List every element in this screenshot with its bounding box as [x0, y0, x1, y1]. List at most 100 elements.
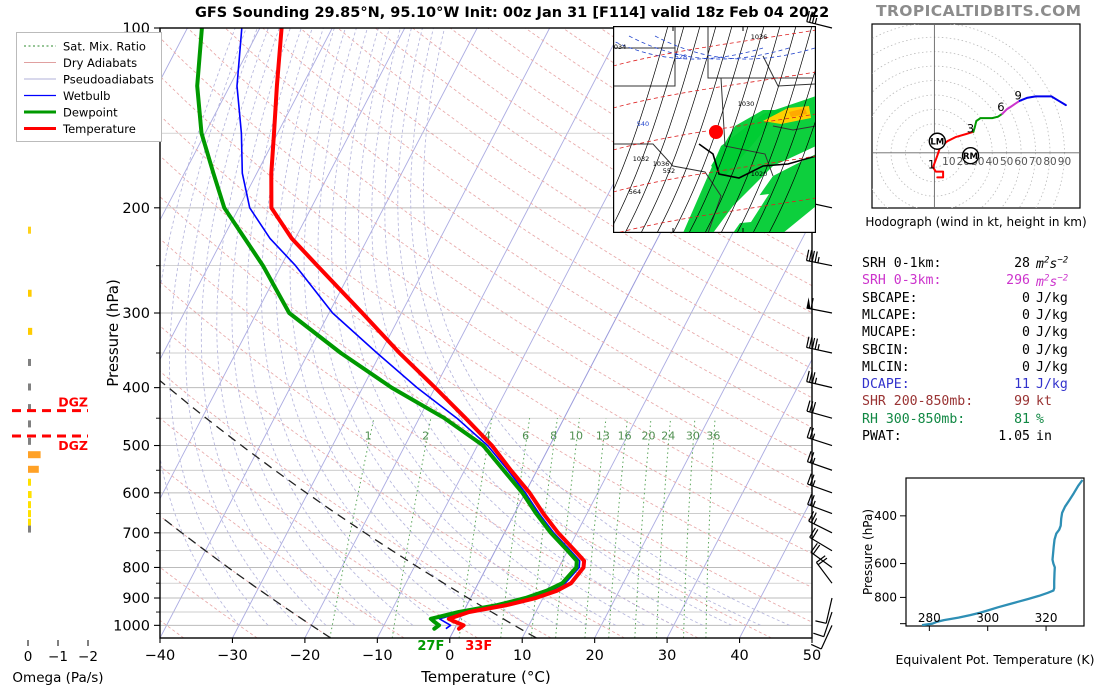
stat-row: SBCIN: 0 J/kg	[862, 343, 1094, 360]
sounding-location-marker	[709, 125, 723, 139]
stat-unit: m2s−2	[1036, 273, 1069, 290]
stat-unit: kt	[1036, 394, 1052, 410]
svg-text:80: 80	[1043, 156, 1056, 168]
theta-e-curve	[921, 479, 1084, 626]
legend-box: Sat. Mix. Ratio Dry Adiabats Pseudoadiabat…	[16, 32, 162, 142]
stat-value: 0	[1022, 290, 1030, 306]
svg-text:24: 24	[661, 430, 675, 443]
svg-text:1030: 1030	[738, 100, 755, 108]
svg-text:−2: −2	[78, 649, 98, 665]
stat-label: DCAPE:	[862, 377, 910, 393]
svg-text:3: 3	[967, 122, 974, 136]
hodograph-segment	[1001, 99, 1021, 115]
theta-e-panel: 280 300 320 400 600 800 Equivalent Pot. Temper…	[861, 477, 1095, 667]
omega-bar	[28, 491, 32, 499]
omega-bar	[28, 226, 31, 234]
svg-text:700: 700	[122, 526, 150, 542]
stat-value: 296	[1006, 273, 1030, 289]
svg-text:400: 400	[122, 381, 150, 397]
stat-label: RH 300-850mb:	[862, 411, 966, 427]
omega-bar	[28, 478, 31, 486]
svg-text:0: 0	[24, 649, 33, 665]
svg-text:1: 1	[365, 430, 372, 443]
stat-unit: J/kg	[1036, 359, 1068, 375]
svg-text:10: 10	[942, 156, 955, 168]
stat-label: SBCIN:	[862, 342, 910, 358]
stat-row: SBCAPE: 0 J/kg	[862, 291, 1094, 308]
omega-bar	[28, 404, 31, 412]
stat-row: MLCAPE: 0 J/kg	[862, 308, 1094, 325]
stat-row: SRH 0-1km: 28 m2s−2	[862, 256, 1094, 273]
stat-value: 81	[1014, 411, 1030, 427]
svg-text:6: 6	[997, 100, 1004, 114]
omega-bar	[28, 525, 31, 533]
svg-text:1032: 1032	[633, 155, 650, 163]
stat-row: SRH 0-3km: 296 m2s−2	[862, 273, 1094, 290]
svg-text:0: 0	[445, 648, 454, 664]
hodograph-panel: 10203040506070809012369LMRMHodograph (wi…	[865, 23, 1087, 229]
svg-text:9: 9	[1015, 88, 1022, 102]
stat-row: PWAT: 1.05 in	[862, 429, 1094, 446]
svg-text:50: 50	[1000, 156, 1013, 168]
svg-text:20: 20	[585, 648, 603, 664]
stat-unit: m2s−2	[1036, 256, 1069, 273]
svg-text:Dewpoint: Dewpoint	[63, 106, 118, 120]
svg-text:Pseudoadiabats: Pseudoadiabats	[63, 73, 154, 87]
svg-text:Wetbulb: Wetbulb	[63, 89, 110, 103]
svg-text:27F: 27F	[417, 639, 444, 654]
stat-label: PWAT:	[862, 429, 902, 444]
svg-text:8: 8	[550, 430, 557, 443]
svg-text:6: 6	[522, 430, 529, 443]
stat-label: SBCAPE:	[862, 290, 918, 306]
omega-bar	[28, 437, 31, 445]
svg-text:500: 500	[122, 439, 150, 455]
svg-text:600: 600	[874, 557, 897, 571]
stat-unit: J/kg	[1036, 307, 1068, 323]
svg-text:20: 20	[641, 430, 655, 443]
omega-bar	[28, 358, 31, 366]
svg-text:Sat. Mix. Ratio: Sat. Mix. Ratio	[63, 40, 146, 54]
stat-label: SRH 0-1km:	[862, 256, 942, 271]
stat-unit: in	[1036, 429, 1052, 444]
stat-value: 0	[1022, 359, 1030, 375]
svg-text:90: 90	[1058, 156, 1071, 168]
svg-text:1020: 1020	[751, 170, 768, 178]
svg-text:16: 16	[618, 430, 632, 443]
svg-text:564: 564	[629, 188, 641, 196]
svg-text:Omega (Pa/s): Omega (Pa/s)	[12, 670, 103, 686]
stat-label: MLCAPE:	[862, 307, 918, 323]
svg-text:−1: −1	[48, 649, 68, 665]
svg-text:40: 40	[730, 648, 748, 664]
stat-row: MUCAPE: 0 J/kg	[862, 325, 1094, 342]
stat-value: 99	[1014, 394, 1030, 410]
svg-text:1000: 1000	[113, 618, 150, 634]
svg-text:70: 70	[1029, 156, 1042, 168]
stat-value: 11	[1014, 377, 1030, 393]
site-watermark: TROPICALTIDBITS.COM	[876, 2, 1082, 20]
omega-bar	[28, 518, 31, 526]
svg-text:4: 4	[484, 430, 491, 443]
svg-text:1: 1	[928, 158, 935, 172]
svg-text:Equivalent Pot. Temperature (K: Equivalent Pot. Temperature (K)	[896, 652, 1095, 667]
svg-text:Hodograph (wind in kt, height: Hodograph (wind in kt, height in km)	[865, 215, 1086, 229]
svg-text:552: 552	[663, 167, 675, 175]
chart-title: GFS Sounding 29.85°N, 95.10°W Init: 00z …	[195, 5, 830, 21]
svg-text:800: 800	[122, 560, 150, 576]
svg-text:60: 60	[1014, 156, 1027, 168]
svg-text:RM: RM	[963, 152, 978, 162]
stat-row: MLCIN: 0 J/kg	[862, 360, 1094, 377]
stat-row: DCAPE: 11 J/kg	[862, 377, 1094, 394]
inset-map: 528 540 1030 1036 1036 1020 1032 552 564 1034	[613, 26, 816, 233]
stat-unit: %	[1036, 411, 1044, 427]
stat-label: MLCIN:	[862, 359, 910, 375]
svg-text:−40: −40	[145, 648, 176, 664]
svg-text:33F: 33F	[465, 639, 492, 654]
svg-text:−20: −20	[290, 648, 321, 664]
svg-text:10: 10	[569, 430, 583, 443]
svg-text:280: 280	[918, 611, 941, 625]
svg-text:Temperature (°C): Temperature (°C)	[420, 668, 550, 686]
stat-value: 28	[1014, 256, 1030, 271]
svg-text:900: 900	[122, 591, 150, 607]
omega-bar	[28, 289, 32, 297]
